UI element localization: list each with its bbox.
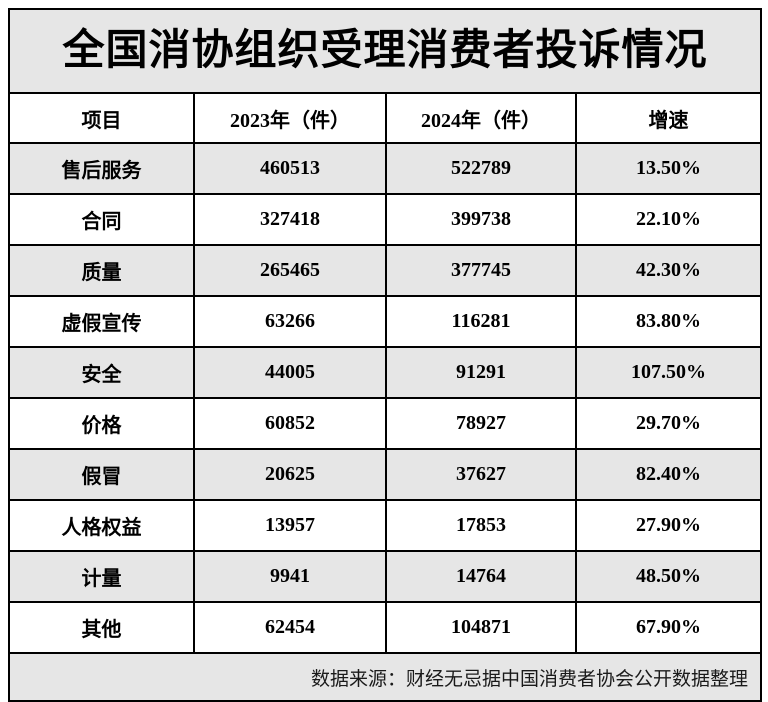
header-row: 项目 2023年（件） 2024年（件） 增速 — [8, 92, 763, 144]
table-row: 计量 9941 14764 48.50% — [8, 550, 763, 603]
table-row: 售后服务 460513 522789 13.50% — [8, 142, 763, 195]
table-row: 人格权益 13957 17853 27.90% — [8, 499, 763, 552]
data-source-note: 数据来源：财经无忌据中国消费者协会公开数据整理 — [7, 652, 763, 702]
growth-cell: 48.50% — [574, 550, 763, 603]
growth-cell: 107.50% — [574, 346, 763, 399]
row-label-cell: 虚假宣传 — [8, 295, 195, 348]
growth-cell: 42.30% — [574, 244, 763, 297]
column-header-2023: 2023年（件） — [193, 92, 387, 144]
value-2023-cell: 327418 — [193, 193, 387, 246]
growth-cell: 67.90% — [574, 601, 763, 654]
row-label-cell: 价格 — [8, 397, 195, 450]
value-2023-cell: 460513 — [193, 142, 387, 195]
table-row: 其他 62454 104871 67.90% — [8, 601, 763, 654]
row-label-cell: 售后服务 — [8, 142, 195, 195]
value-2023-cell: 44005 — [193, 346, 387, 399]
value-2024-cell: 91291 — [385, 346, 577, 399]
value-2024-cell: 37627 — [385, 448, 577, 501]
row-label-cell: 人格权益 — [8, 499, 195, 552]
complaints-table-sheet: 全国消协组织受理消费者投诉情况 项目 2023年（件） 2024年（件） 增速 … — [7, 8, 763, 702]
growth-cell: 29.70% — [574, 397, 763, 450]
source-row: 数据来源：财经无忌据中国消费者协会公开数据整理 — [7, 652, 763, 702]
growth-cell: 83.80% — [574, 295, 763, 348]
table-row: 价格 60852 78927 29.70% — [8, 397, 763, 450]
complaints-table: 全国消协组织受理消费者投诉情况 项目 2023年（件） 2024年（件） 增速 … — [7, 8, 763, 702]
growth-cell: 27.90% — [574, 499, 763, 552]
column-header-2024: 2024年（件） — [385, 92, 577, 144]
value-2023-cell: 9941 — [193, 550, 387, 603]
table-row: 合同 327418 399738 22.10% — [8, 193, 763, 246]
table-title: 全国消协组织受理消费者投诉情况 — [7, 8, 763, 94]
value-2023-cell: 265465 — [193, 244, 387, 297]
row-label-cell: 安全 — [8, 346, 195, 399]
growth-cell: 82.40% — [574, 448, 763, 501]
value-2024-cell: 14764 — [385, 550, 577, 603]
growth-cell: 13.50% — [574, 142, 763, 195]
value-2023-cell: 13957 — [193, 499, 387, 552]
table-row: 虚假宣传 63266 116281 83.80% — [8, 295, 763, 348]
row-label-cell: 假冒 — [8, 448, 195, 501]
value-2024-cell: 399738 — [385, 193, 577, 246]
value-2024-cell: 377745 — [385, 244, 577, 297]
value-2023-cell: 63266 — [193, 295, 387, 348]
table-row: 质量 265465 377745 42.30% — [8, 244, 763, 297]
row-label-cell: 计量 — [8, 550, 195, 603]
table-row: 安全 44005 91291 107.50% — [8, 346, 763, 399]
row-label-cell: 合同 — [8, 193, 195, 246]
value-2024-cell: 522789 — [385, 142, 577, 195]
title-row: 全国消协组织受理消费者投诉情况 — [7, 8, 763, 94]
growth-cell: 22.10% — [574, 193, 763, 246]
column-header-growth: 增速 — [574, 92, 763, 144]
value-2023-cell: 62454 — [193, 601, 387, 654]
value-2024-cell: 104871 — [385, 601, 577, 654]
value-2024-cell: 78927 — [385, 397, 577, 450]
column-header-item: 项目 — [8, 92, 195, 144]
table-row: 假冒 20625 37627 82.40% — [8, 448, 763, 501]
value-2023-cell: 20625 — [193, 448, 387, 501]
value-2024-cell: 116281 — [385, 295, 577, 348]
row-label-cell: 质量 — [8, 244, 195, 297]
value-2024-cell: 17853 — [385, 499, 577, 552]
value-2023-cell: 60852 — [193, 397, 387, 450]
row-label-cell: 其他 — [8, 601, 195, 654]
